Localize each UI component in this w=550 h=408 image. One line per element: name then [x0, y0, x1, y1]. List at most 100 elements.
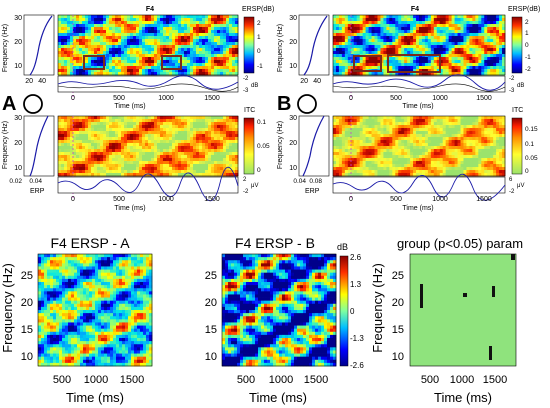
heat-cell [335, 131, 340, 135]
heat-cell [445, 164, 450, 168]
heat-cell [41, 344, 45, 348]
heat-cell [100, 134, 104, 138]
heat-cell [490, 155, 494, 159]
heat-cell [187, 116, 191, 120]
heat-cell [463, 18, 467, 22]
heat-cell [226, 66, 230, 70]
heat-cell [44, 331, 48, 336]
heat-cell [160, 170, 164, 174]
heat-cell [359, 137, 364, 141]
heat-cell [202, 161, 206, 165]
heat-cell [97, 27, 101, 31]
heat-cell [220, 33, 224, 37]
heat-cell [407, 36, 411, 40]
heat-cell [398, 33, 402, 37]
heat-cell [184, 143, 188, 147]
heat-cell [436, 167, 441, 171]
heat-cell [439, 63, 444, 67]
heat-cell [76, 63, 80, 67]
heat-cell [368, 33, 372, 37]
heat-cell [493, 21, 497, 25]
heat-cell [416, 57, 420, 61]
heat-cell [211, 18, 215, 22]
heat-cell [386, 161, 390, 165]
heat-cell [157, 48, 161, 52]
heat-cell [344, 152, 349, 156]
heat-cell [76, 21, 80, 25]
heat-cell [130, 125, 134, 129]
heat-cell [103, 158, 107, 162]
heat-cell [208, 131, 212, 135]
heat-cell [112, 164, 116, 168]
heat-cell [457, 30, 461, 34]
heat-cell [454, 122, 458, 126]
heat-cell [475, 54, 479, 58]
heat-cell [205, 116, 209, 120]
heat-cell [442, 161, 447, 165]
heat-cell [70, 27, 74, 31]
heat-cell [374, 24, 378, 28]
heat-cell [496, 21, 500, 25]
heat-cell [166, 164, 170, 168]
heat-cell [178, 152, 182, 156]
heat-cell [496, 57, 500, 61]
heat-cell [427, 125, 432, 129]
heat-cell [85, 152, 89, 156]
heat-cell [91, 21, 95, 25]
heat-cell [475, 155, 479, 159]
heat-cell [333, 24, 337, 28]
heat-cell [433, 21, 438, 25]
heat-cell [82, 125, 86, 129]
heat-cell [487, 137, 491, 141]
heat-cell [181, 63, 185, 67]
heat-cell [88, 128, 92, 132]
heat-cell [133, 131, 137, 135]
heat-cell [148, 125, 152, 129]
heat-cell [365, 167, 369, 171]
heat-cell [211, 24, 215, 28]
heat-cell [433, 69, 438, 73]
heat-cell [118, 143, 122, 147]
heat-cell [359, 140, 364, 144]
heat-cell [496, 161, 500, 165]
heat-cell [121, 170, 125, 174]
heat-cell [205, 140, 209, 144]
heat-cell [133, 69, 137, 73]
heat-cell [410, 161, 414, 165]
heat-cell [478, 42, 482, 46]
heat-cell [469, 42, 473, 46]
heat-cell [166, 149, 170, 153]
heat-cell [398, 27, 402, 31]
heat-cell [380, 158, 384, 162]
heat-cell [199, 119, 203, 123]
heat-cell [214, 131, 218, 135]
heat-cell [493, 164, 497, 168]
heat-cell [61, 119, 65, 123]
heat-cell [187, 69, 191, 73]
heat-cell [466, 39, 470, 43]
heat-cell [398, 15, 402, 19]
heat-cell [451, 158, 455, 162]
heat-cell [395, 161, 399, 165]
cbar-tick: 1 [257, 34, 261, 41]
heat-cell [344, 33, 349, 37]
heat-cell [136, 128, 140, 132]
heat-cell [341, 72, 346, 76]
heat-cell [58, 143, 62, 147]
heat-cell [121, 161, 125, 165]
heat-cell [97, 42, 101, 46]
heat-cell [445, 143, 450, 147]
heat-cell [133, 33, 137, 37]
heat-cell [478, 48, 482, 52]
heat-cell [97, 119, 101, 123]
heat-cell [451, 63, 455, 67]
heat-cell [451, 119, 455, 123]
heat-cell [416, 15, 420, 19]
heat-cell [103, 161, 107, 165]
heat-cell [142, 125, 146, 129]
heat-cell [469, 143, 473, 147]
heat-cell [79, 60, 83, 64]
heat-cell [481, 54, 485, 58]
heat-cell [448, 36, 453, 40]
heat-cell [398, 140, 402, 144]
